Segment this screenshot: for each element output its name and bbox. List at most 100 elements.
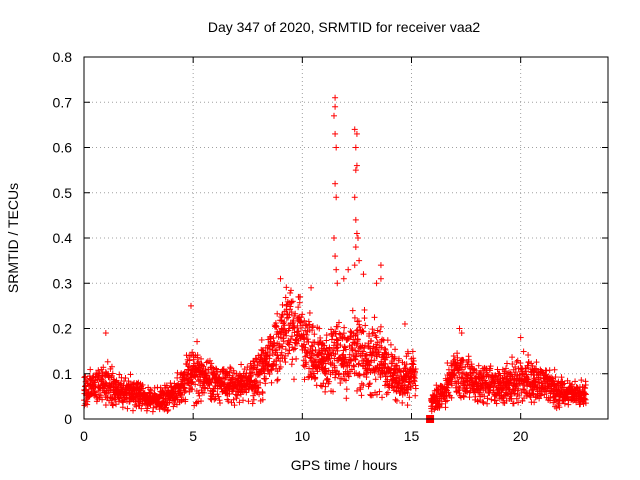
data-point xyxy=(337,342,344,349)
data-point xyxy=(249,369,256,376)
data-points xyxy=(81,94,589,423)
data-point xyxy=(470,366,477,373)
data-point xyxy=(347,328,354,335)
data-point xyxy=(377,328,384,335)
data-point xyxy=(332,374,339,381)
data-point xyxy=(356,257,363,264)
data-point xyxy=(268,379,275,386)
data-point xyxy=(304,336,311,343)
data-point xyxy=(460,357,467,364)
data-point xyxy=(286,339,293,346)
data-point xyxy=(82,383,89,390)
data-point xyxy=(355,360,362,367)
data-point xyxy=(279,343,286,350)
data-point xyxy=(531,375,538,382)
y-tick-label: 0.7 xyxy=(53,94,73,110)
data-point xyxy=(519,397,526,404)
data-point xyxy=(288,309,295,316)
data-point xyxy=(250,396,257,403)
data-point xyxy=(242,373,249,380)
data-point xyxy=(301,317,308,324)
data-point xyxy=(147,401,154,408)
data-point xyxy=(356,324,363,331)
data-point xyxy=(312,359,319,366)
data-point xyxy=(335,319,342,326)
data-point xyxy=(508,395,515,402)
data-point xyxy=(124,405,131,412)
data-point xyxy=(287,303,294,310)
data-point xyxy=(355,235,362,241)
data-point xyxy=(339,352,346,359)
data-point xyxy=(412,369,419,376)
data-point xyxy=(322,365,329,372)
data-point xyxy=(465,356,472,363)
data-point xyxy=(558,374,565,381)
data-point xyxy=(409,348,416,355)
data-point xyxy=(182,396,189,403)
data-point xyxy=(343,386,350,393)
data-point xyxy=(261,370,268,377)
data-point xyxy=(371,369,378,376)
data-point xyxy=(341,324,348,331)
data-point xyxy=(550,377,557,384)
data-point xyxy=(360,348,367,355)
data-point xyxy=(323,337,330,344)
data-point xyxy=(283,332,290,339)
data-point xyxy=(252,355,259,362)
data-point xyxy=(308,342,315,349)
data-point xyxy=(392,396,399,403)
data-point xyxy=(226,369,233,376)
data-point xyxy=(354,336,361,343)
plot-frame xyxy=(83,56,609,420)
data-point xyxy=(412,385,419,392)
data-point xyxy=(302,344,309,351)
data-point xyxy=(468,361,475,368)
data-point xyxy=(368,337,375,344)
y-tick-label: 0.3 xyxy=(53,275,73,291)
data-point xyxy=(457,361,464,368)
data-point xyxy=(331,339,338,346)
data-point xyxy=(351,314,358,321)
data-point xyxy=(382,346,389,353)
x-tick-label: 5 xyxy=(189,428,197,444)
data-point xyxy=(323,368,330,375)
data-point xyxy=(484,395,491,402)
data-point xyxy=(345,373,352,380)
data-point xyxy=(273,323,280,330)
data-point xyxy=(361,315,368,322)
data-point xyxy=(582,400,589,407)
data-point xyxy=(255,385,262,392)
data-point xyxy=(305,338,312,345)
data-point xyxy=(277,358,284,365)
data-point xyxy=(195,390,202,397)
data-point xyxy=(362,322,369,329)
data-point xyxy=(517,360,524,367)
data-point xyxy=(227,364,234,371)
data-point xyxy=(104,358,111,365)
data-point xyxy=(284,310,291,317)
data-point xyxy=(310,370,317,377)
data-point xyxy=(361,342,368,349)
data-point xyxy=(377,275,384,282)
data-point xyxy=(297,293,304,300)
data-point xyxy=(366,362,373,369)
data-point xyxy=(274,377,281,384)
data-point xyxy=(266,352,273,359)
y-tick-label: 0.1 xyxy=(53,366,73,382)
data-point xyxy=(383,354,390,361)
data-point xyxy=(288,361,295,368)
data-point xyxy=(503,360,510,367)
data-point xyxy=(303,322,310,329)
data-point xyxy=(289,320,296,327)
data-point xyxy=(278,349,285,356)
data-point xyxy=(352,167,359,174)
data-point xyxy=(361,306,368,313)
data-point xyxy=(277,275,284,282)
data-point xyxy=(332,180,339,187)
data-point xyxy=(288,299,295,306)
data-point xyxy=(266,371,273,378)
data-point xyxy=(188,379,195,386)
data-point xyxy=(151,390,158,397)
data-point xyxy=(525,352,532,359)
